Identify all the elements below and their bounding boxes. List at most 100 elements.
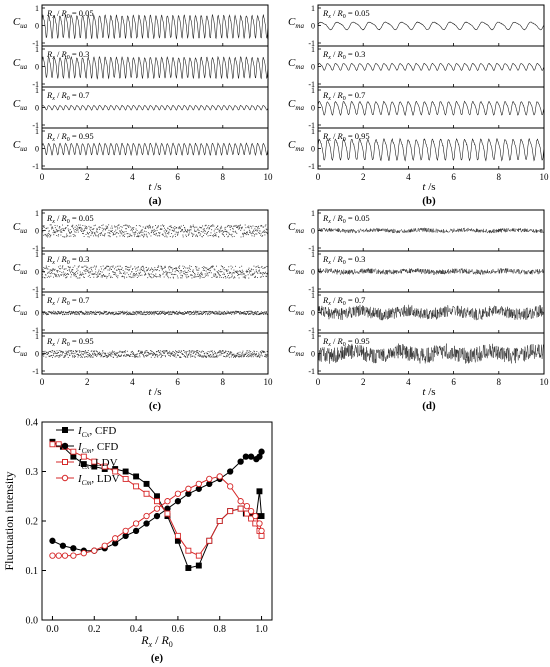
data-point xyxy=(59,312,61,314)
data-point xyxy=(101,227,103,229)
data-point xyxy=(112,312,114,314)
data-point xyxy=(164,314,165,316)
data-point xyxy=(218,230,220,232)
data-point xyxy=(236,232,238,234)
data-point xyxy=(261,352,263,353)
data-point xyxy=(95,235,97,237)
data-point xyxy=(231,313,233,315)
data-point xyxy=(238,228,240,230)
data-point xyxy=(251,311,253,313)
data-point xyxy=(265,228,267,230)
data-point xyxy=(242,271,244,273)
data-point xyxy=(52,356,53,358)
data-point xyxy=(173,311,175,313)
data-point xyxy=(100,271,102,273)
x-tick-label: 0.2 xyxy=(88,624,101,635)
data-point xyxy=(151,351,153,353)
data-point xyxy=(102,276,103,278)
data-point xyxy=(162,350,164,352)
data-point xyxy=(233,353,235,355)
data-point xyxy=(243,273,245,275)
data-point xyxy=(228,271,230,273)
data-point xyxy=(122,313,124,315)
data-point xyxy=(154,311,156,313)
data-point xyxy=(254,312,256,314)
data-point xyxy=(74,272,76,274)
data-point xyxy=(197,310,199,312)
data-point xyxy=(124,312,126,314)
data-point xyxy=(207,273,209,275)
data-point xyxy=(75,231,77,233)
data-point xyxy=(106,311,108,312)
data-point xyxy=(191,232,193,234)
data-point xyxy=(222,268,224,270)
data-point xyxy=(152,311,154,313)
data-point xyxy=(167,271,169,273)
data-point xyxy=(78,355,80,357)
data-point xyxy=(195,480,202,488)
data-point xyxy=(87,354,89,356)
data-point xyxy=(161,356,163,358)
data-point xyxy=(222,313,224,315)
data-point xyxy=(119,235,121,237)
data-point xyxy=(228,266,230,268)
data-point xyxy=(256,271,258,273)
data-point xyxy=(107,352,109,354)
data-point xyxy=(202,225,204,227)
data-point xyxy=(166,272,168,274)
data-point xyxy=(53,272,55,274)
x-tick-label: 1.0 xyxy=(255,624,268,635)
data-point xyxy=(164,510,171,517)
data-point xyxy=(149,226,151,228)
data-point xyxy=(88,271,90,273)
data-point xyxy=(263,226,265,228)
panel-b-ylabel-4: Cma xyxy=(288,139,304,153)
data-point xyxy=(136,353,138,355)
data-point xyxy=(219,276,221,278)
data-point xyxy=(150,313,152,314)
data-point xyxy=(73,353,75,355)
data-point xyxy=(110,227,112,229)
data-point xyxy=(174,312,176,314)
data-point xyxy=(155,225,156,226)
data-point xyxy=(179,356,181,358)
data-point xyxy=(212,311,214,313)
data-point xyxy=(109,266,111,268)
data-point xyxy=(74,311,76,313)
data-point xyxy=(230,356,232,358)
data-point xyxy=(55,311,57,313)
y-tick-label: -1 xyxy=(32,121,39,130)
data-point xyxy=(164,236,166,238)
data-point xyxy=(187,312,189,313)
data-point xyxy=(81,353,83,355)
panel-c-ylabel-4: Cua xyxy=(13,344,28,358)
data-point xyxy=(246,231,247,233)
data-point xyxy=(85,234,87,235)
data-point xyxy=(116,265,118,267)
data-point xyxy=(240,311,242,313)
data-point xyxy=(169,272,171,274)
data-point xyxy=(266,355,268,357)
data-point xyxy=(125,268,127,270)
data-point xyxy=(103,228,105,230)
data-point xyxy=(166,350,168,351)
data-point xyxy=(134,235,135,237)
data-point xyxy=(192,355,194,357)
data-point xyxy=(205,356,207,358)
data-point xyxy=(129,276,131,278)
data-point xyxy=(203,310,205,312)
data-point xyxy=(110,275,112,277)
data-point xyxy=(267,311,269,313)
data-point xyxy=(203,230,205,232)
data-point xyxy=(236,272,238,273)
data-point xyxy=(93,273,95,275)
data-point xyxy=(156,229,158,231)
y-tick-label: 1 xyxy=(311,45,315,54)
data-point xyxy=(149,312,151,314)
data-point xyxy=(123,311,125,313)
data-point xyxy=(73,272,75,274)
data-point xyxy=(94,312,96,313)
data-point xyxy=(134,233,136,235)
data-point xyxy=(180,351,182,353)
data-point xyxy=(47,314,49,315)
